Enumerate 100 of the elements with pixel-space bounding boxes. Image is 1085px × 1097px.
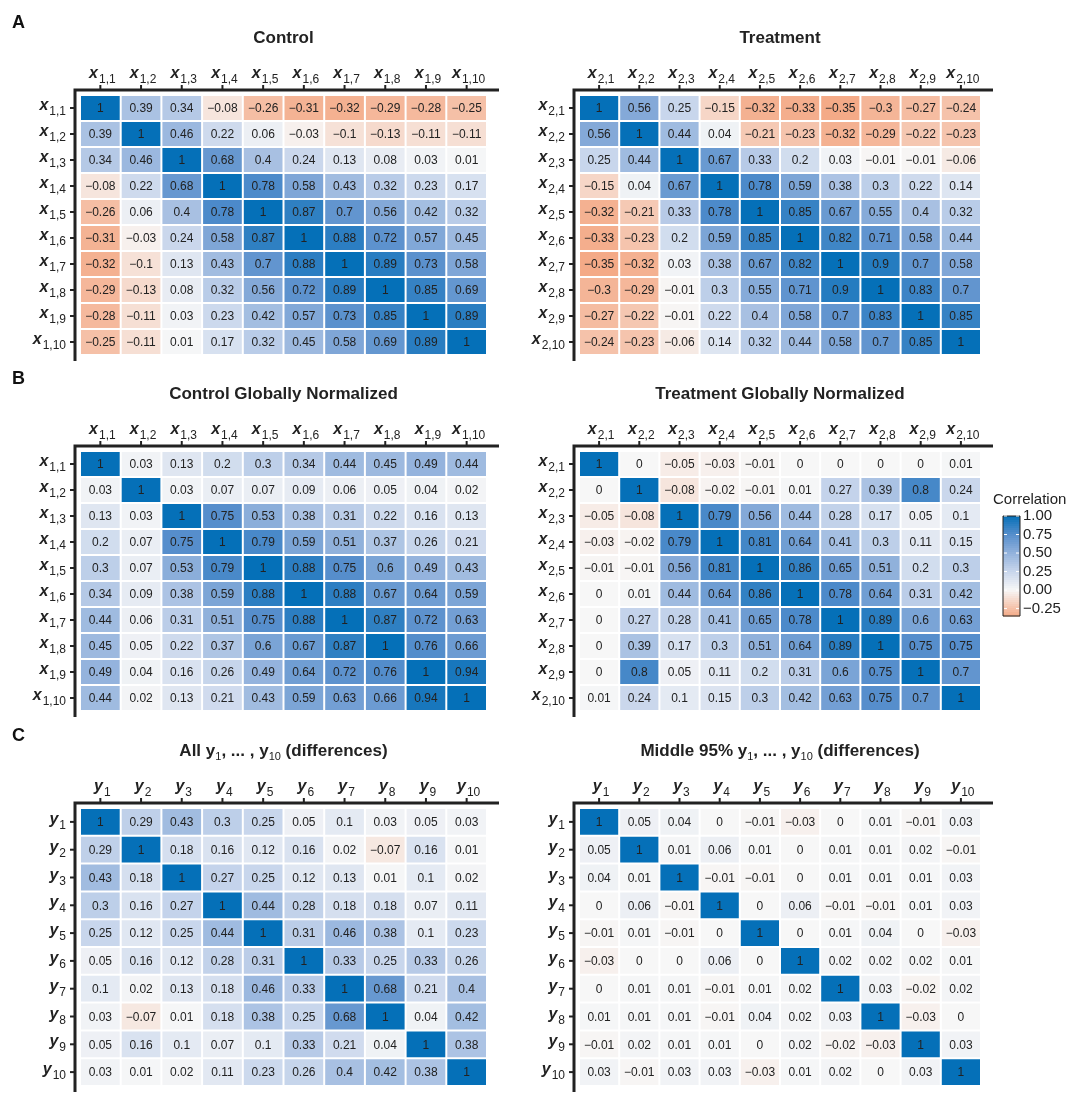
data-label: 1 [300, 587, 308, 602]
data-label: −0.13 [125, 283, 157, 298]
data-label: −0.01 [905, 815, 937, 830]
data-label: 0.05 [129, 639, 154, 654]
data-label: 0.15 [708, 691, 732, 706]
data-label: 0.75 [868, 691, 893, 706]
data-label: 1 [877, 283, 885, 298]
text: A [12, 12, 25, 33]
data-label: 0.44 [949, 231, 973, 246]
data-label: 0.01 [748, 843, 772, 858]
data-label: 0.25 [667, 101, 692, 116]
data-label: 0.05 [88, 1037, 113, 1052]
data-label: 0 [595, 483, 603, 498]
data-label: −0.01 [945, 843, 977, 858]
data-label: 0.17 [868, 509, 893, 524]
data-label: 0.18 [210, 1009, 235, 1024]
data-label: 1 [422, 1037, 430, 1052]
data-label: 0.01 [627, 870, 652, 885]
data-label: −0.23 [624, 335, 655, 350]
data-label: −0.01 [583, 926, 615, 941]
data-label: −0.25 [451, 101, 483, 116]
data-label: 0.71 [868, 231, 893, 246]
data-label: 0.02 [332, 843, 357, 858]
data-label: 1 [595, 457, 603, 472]
chart-title: All y$_{1}$, ... , y$_{10}$ (differences) [178, 741, 389, 763]
data-label: 1 [137, 483, 145, 498]
data-label: 0.88 [292, 257, 316, 272]
color-bar-label: 0.75 [1023, 524, 1053, 542]
data-label: 0.02 [129, 691, 154, 706]
data-label: 0.3 [92, 898, 110, 913]
data-label: 0.13 [332, 153, 357, 168]
data-label: 1 [635, 483, 643, 498]
data-label: 0.7 [912, 691, 930, 706]
data-label: −0.24 [945, 101, 977, 116]
data-label: 0.58 [454, 257, 479, 272]
data-label: 0.01 [454, 153, 479, 168]
data-label: 0.22 [170, 639, 194, 654]
data-label: 0.01 [667, 1009, 692, 1024]
data-label: 0.16 [414, 509, 438, 524]
data-label: 0.51 [748, 639, 772, 654]
data-label: 0.7 [254, 257, 272, 272]
data-label: 0.59 [292, 691, 316, 706]
data-label: 0.89 [828, 639, 853, 654]
data-label: 0.7 [831, 309, 849, 324]
data-label: 0.44 [788, 509, 813, 524]
data-label: 0.32 [210, 283, 235, 298]
data-label: 0.23 [414, 179, 438, 194]
data-label: 0.01 [373, 870, 398, 885]
data-label: −0.35 [583, 257, 615, 272]
data-label: −0.01 [744, 457, 776, 472]
data-label: −0.23 [624, 231, 655, 246]
data-label: 0.04 [708, 127, 732, 142]
data-label: 1 [676, 509, 684, 524]
data-label: −0.01 [624, 561, 655, 576]
data-label: 0.25 [170, 926, 194, 941]
data-label: 0.44 [788, 335, 813, 350]
data-label: 0.72 [332, 665, 357, 680]
data-label: 0.09 [129, 587, 154, 602]
data-label: 0.16 [414, 843, 438, 858]
data-label: −0.21 [624, 205, 655, 220]
data-label: 0.49 [88, 665, 113, 680]
data-label: 0.58 [909, 231, 933, 246]
data-label: 0.07 [414, 898, 438, 913]
data-label: 0.46 [251, 982, 276, 997]
data-label: −0.03 [583, 954, 615, 969]
data-label: −0.03 [125, 231, 157, 246]
data-label: 0.06 [627, 898, 652, 913]
data-label: 0.28 [667, 613, 692, 628]
data-label: 0.43 [210, 257, 235, 272]
data-label: 0.78 [788, 613, 813, 628]
data-label: −0.11 [126, 309, 157, 324]
data-label: 0.39 [868, 483, 893, 498]
data-label: 0.09 [292, 483, 316, 498]
data-label: 0.46 [332, 926, 357, 941]
data-label: 0.24 [627, 691, 652, 706]
data-label: −0.11 [126, 335, 157, 350]
data-label: −0.01 [583, 1037, 615, 1052]
data-label: 0.13 [332, 870, 357, 885]
data-label: −0.32 [329, 101, 361, 116]
data-label: 0 [917, 926, 925, 941]
data-label: 0.89 [373, 257, 398, 272]
data-label: 0.44 [667, 127, 692, 142]
data-label: 0.42 [454, 1009, 479, 1024]
data-label: 0.25 [292, 1009, 316, 1024]
data-label: 0.43 [332, 179, 357, 194]
data-label: 0.82 [828, 231, 853, 246]
data-label: 0.44 [332, 457, 357, 472]
data-label: 1 [836, 257, 844, 272]
data-label: 0.2 [751, 665, 769, 680]
color-bar-title: Correlation [993, 490, 1067, 507]
data-label: 0.85 [949, 309, 973, 324]
data-label: −0.07 [370, 843, 401, 858]
data-label: 0.6 [831, 665, 849, 680]
data-label: 0.06 [708, 954, 732, 969]
data-label: 0.01 [949, 457, 973, 472]
data-label: 1 [137, 843, 145, 858]
data-label: 0.01 [788, 483, 813, 498]
data-label: 0 [957, 1009, 965, 1024]
data-label: 1 [917, 1037, 925, 1052]
data-label: 0.59 [708, 231, 732, 246]
